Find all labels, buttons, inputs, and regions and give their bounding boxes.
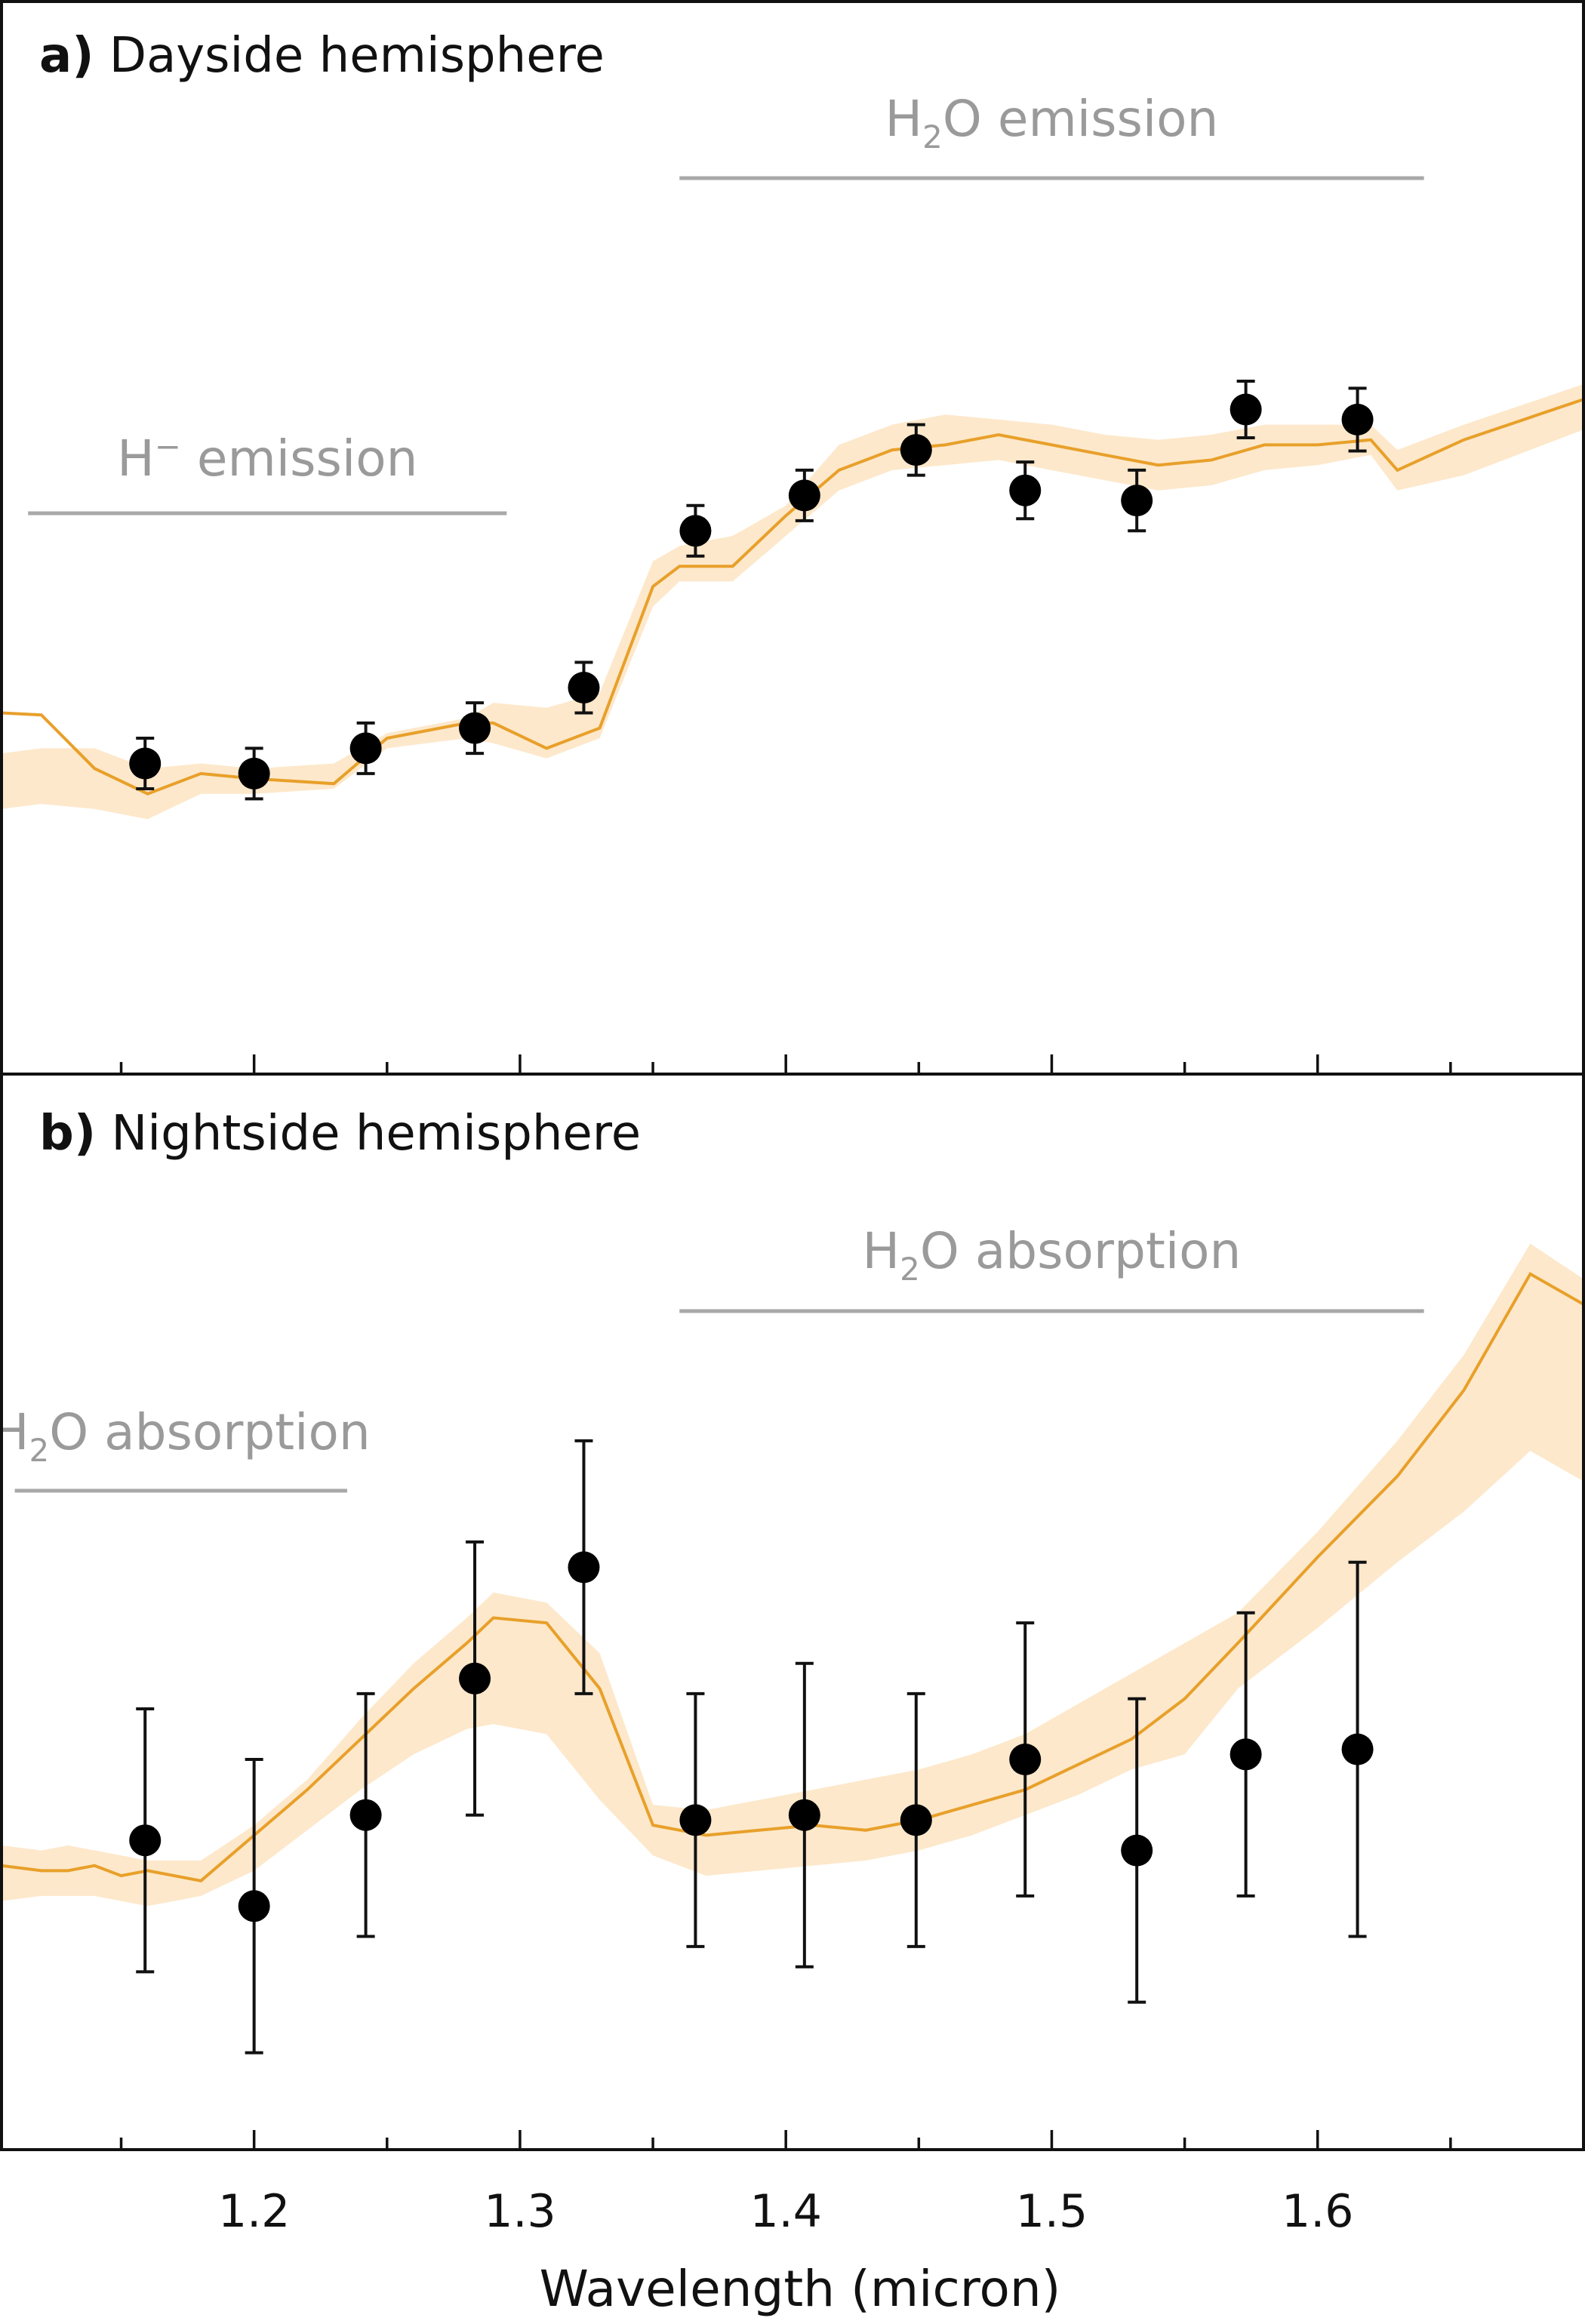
band-label: H2O absorption <box>0 1403 371 1469</box>
data-point <box>1121 468 1153 533</box>
data-point <box>1009 1621 1042 1898</box>
data-marker <box>788 1799 820 1831</box>
panel-frame <box>0 0 1585 1076</box>
data-point <box>129 737 162 790</box>
data-marker <box>788 479 820 512</box>
data-point <box>1121 1697 1153 2004</box>
x-axis-title: Wavelength (micron) <box>540 2260 1061 2318</box>
data-marker <box>900 434 932 466</box>
x-tick-label: 1.5 <box>1016 2185 1088 2238</box>
data-point <box>679 1691 712 1948</box>
data-point <box>1341 1560 1374 1938</box>
data-marker <box>679 515 712 547</box>
data-point <box>900 1691 932 1948</box>
data-point <box>1230 379 1262 440</box>
band-label: H2O emission <box>885 90 1219 155</box>
x-tick-labels: 1.2 1.3 1.4 1.5 1.6 <box>218 2185 1353 2238</box>
data-marker <box>129 747 162 780</box>
data-point <box>129 1707 162 1974</box>
data-marker <box>1230 1738 1262 1771</box>
data-marker <box>1121 1834 1153 1867</box>
model-uncertainty-band <box>2 1243 1583 1907</box>
model-line <box>2 1272 1583 1882</box>
data-marker <box>568 672 600 703</box>
data-marker <box>1230 393 1262 426</box>
data-marker <box>1121 485 1153 517</box>
data-point <box>568 660 600 715</box>
data-point <box>568 1439 600 1695</box>
panel-title: b) Nightside hemisphere <box>39 1106 641 1162</box>
data-point <box>788 1661 820 1968</box>
band-label: H2O absorption <box>863 1222 1242 1288</box>
band-label: H− emission <box>117 428 417 488</box>
panel-frame <box>0 1073 1585 2151</box>
data-point <box>459 701 491 756</box>
panel-dayside: H− emission H2O emission a) Dayside hemisp… <box>0 0 1585 1076</box>
data-point <box>349 721 382 775</box>
data-point <box>459 1540 491 1817</box>
data-marker <box>1009 1744 1042 1775</box>
data-marker <box>459 1662 491 1695</box>
data-point <box>349 1691 382 1938</box>
data-point <box>1341 386 1374 453</box>
data-marker <box>1341 403 1374 436</box>
x-tick-label: 1.3 <box>484 2185 556 2238</box>
data-point <box>1230 1611 1262 1898</box>
data-point <box>788 468 820 522</box>
data-marker <box>568 1551 600 1584</box>
data-marker <box>679 1804 712 1836</box>
panel-nightside: H2O absorption H2O absorption b) Nightside… <box>0 1073 1585 2151</box>
data-point <box>679 503 712 558</box>
data-marker <box>129 1824 162 1857</box>
x-tick-label: 1.2 <box>218 2185 290 2238</box>
data-marker <box>1341 1733 1374 1765</box>
data-marker <box>459 712 491 744</box>
x-tick-label: 1.4 <box>749 2185 821 2238</box>
data-point <box>238 1758 270 2055</box>
data-point <box>1009 460 1042 521</box>
model-uncertainty-band <box>2 384 1583 820</box>
panel-title: a) Dayside hemisphere <box>39 28 605 84</box>
x-tick-label: 1.6 <box>1282 2185 1353 2238</box>
data-point <box>238 746 270 801</box>
data-marker <box>238 757 270 790</box>
data-marker <box>1009 474 1042 506</box>
data-marker <box>238 1890 270 1922</box>
data-point <box>900 423 932 477</box>
data-marker <box>349 1799 382 1831</box>
data-marker <box>349 732 382 765</box>
data-marker <box>900 1804 932 1836</box>
